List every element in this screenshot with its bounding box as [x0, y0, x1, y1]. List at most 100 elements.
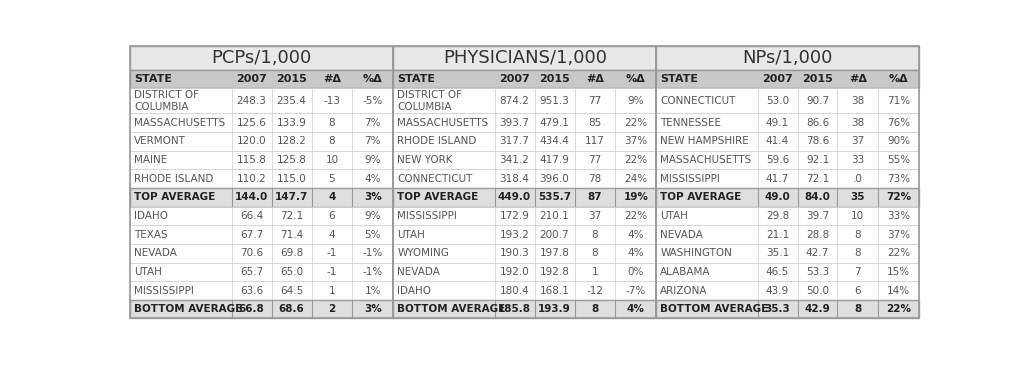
Text: 874.2: 874.2 — [500, 96, 529, 106]
Text: NEVADA: NEVADA — [660, 230, 703, 240]
Text: 193.2: 193.2 — [500, 230, 529, 240]
Text: 2007: 2007 — [499, 74, 529, 84]
Text: 59.6: 59.6 — [766, 155, 790, 165]
Bar — [656, 151, 920, 170]
Text: 72.1: 72.1 — [280, 211, 303, 221]
Text: 37%: 37% — [887, 230, 910, 240]
Text: 65.0: 65.0 — [280, 267, 303, 277]
Text: NEVADA: NEVADA — [134, 248, 177, 258]
Text: RHODE ISLAND: RHODE ISLAND — [134, 174, 214, 184]
Text: 73%: 73% — [887, 174, 910, 184]
Text: 64.5: 64.5 — [280, 286, 303, 296]
Text: 66.8: 66.8 — [239, 304, 264, 314]
Text: 35.1: 35.1 — [766, 248, 790, 258]
Text: 65.7: 65.7 — [240, 267, 263, 277]
Text: 6: 6 — [329, 211, 335, 221]
Text: 41.4: 41.4 — [766, 137, 790, 146]
Text: 35.3: 35.3 — [765, 304, 791, 314]
Text: 115.8: 115.8 — [237, 155, 266, 165]
Text: CONNECTICUT: CONNECTICUT — [397, 174, 472, 184]
Text: -5%: -5% — [362, 96, 383, 106]
Text: 76%: 76% — [887, 118, 910, 128]
Text: 24%: 24% — [625, 174, 647, 184]
Bar — [656, 70, 920, 88]
Text: 5%: 5% — [365, 230, 381, 240]
Text: MASSACHUSETTS: MASSACHUSETTS — [660, 155, 752, 165]
Bar — [656, 188, 920, 206]
Text: -1: -1 — [327, 248, 337, 258]
Text: 10: 10 — [326, 155, 339, 165]
Text: WYOMING: WYOMING — [397, 248, 450, 258]
Text: 29.8: 29.8 — [766, 211, 790, 221]
Text: 1: 1 — [592, 267, 598, 277]
Text: 2007: 2007 — [762, 74, 793, 84]
Text: 115.0: 115.0 — [276, 174, 306, 184]
Bar — [656, 206, 920, 225]
Text: 110.2: 110.2 — [237, 174, 266, 184]
Text: 77: 77 — [588, 96, 601, 106]
Bar — [393, 46, 656, 318]
Text: 22%: 22% — [887, 248, 910, 258]
Text: 117: 117 — [585, 137, 605, 146]
Text: -1: -1 — [327, 267, 337, 277]
Text: #Δ: #Δ — [586, 74, 604, 84]
Bar — [393, 70, 656, 88]
Text: 67.7: 67.7 — [240, 230, 263, 240]
Text: 4%: 4% — [365, 174, 381, 184]
Text: 449.0: 449.0 — [498, 192, 531, 202]
Bar — [130, 88, 393, 113]
Bar — [130, 300, 393, 318]
Bar — [393, 113, 656, 132]
Text: 168.1: 168.1 — [540, 286, 569, 296]
Text: PHYSICIANS/1,000: PHYSICIANS/1,000 — [442, 49, 607, 67]
Text: #Δ: #Δ — [323, 74, 341, 84]
Bar — [656, 263, 920, 281]
Bar — [130, 46, 393, 318]
Text: 77: 77 — [588, 155, 601, 165]
Bar — [130, 206, 393, 225]
Text: NEW YORK: NEW YORK — [397, 155, 453, 165]
Text: 8: 8 — [329, 118, 335, 128]
Text: CONNECTICUT: CONNECTICUT — [660, 96, 735, 106]
Text: 72%: 72% — [886, 192, 911, 202]
Text: 8: 8 — [592, 230, 598, 240]
Text: 33: 33 — [851, 155, 864, 165]
Text: 9%: 9% — [365, 211, 381, 221]
Text: 55%: 55% — [887, 155, 910, 165]
Bar — [130, 244, 393, 263]
Bar — [656, 46, 920, 318]
Text: 8: 8 — [855, 230, 861, 240]
Text: 37: 37 — [588, 211, 601, 221]
Bar — [130, 151, 393, 170]
Text: 144.0: 144.0 — [234, 192, 268, 202]
Text: RHODE ISLAND: RHODE ISLAND — [397, 137, 476, 146]
Text: 190.3: 190.3 — [500, 248, 529, 258]
Text: %Δ: %Δ — [362, 74, 383, 84]
Text: 2015: 2015 — [540, 74, 570, 84]
Text: 4: 4 — [329, 192, 336, 202]
Text: 28.8: 28.8 — [806, 230, 829, 240]
Text: TOP AVERAGE: TOP AVERAGE — [397, 192, 478, 202]
Bar — [656, 300, 920, 318]
Text: BOTTOM AVERAGE: BOTTOM AVERAGE — [397, 304, 506, 314]
Text: 41.7: 41.7 — [766, 174, 790, 184]
Bar — [656, 281, 920, 300]
Text: 22%: 22% — [625, 155, 647, 165]
Text: 42.9: 42.9 — [805, 304, 830, 314]
Text: 85: 85 — [588, 118, 601, 128]
Text: 317.7: 317.7 — [500, 137, 529, 146]
Text: 3%: 3% — [364, 304, 382, 314]
Text: 38: 38 — [851, 96, 864, 106]
Text: 0%: 0% — [628, 267, 644, 277]
Text: IDAHO: IDAHO — [397, 286, 431, 296]
Text: BOTTOM AVERAGE: BOTTOM AVERAGE — [660, 304, 768, 314]
Text: 33%: 33% — [887, 211, 910, 221]
Text: 8: 8 — [329, 137, 335, 146]
Text: 43.9: 43.9 — [766, 286, 790, 296]
Text: 53.3: 53.3 — [806, 267, 829, 277]
Text: 71%: 71% — [887, 96, 910, 106]
Text: DISTRICT OF
COLUMBIA: DISTRICT OF COLUMBIA — [397, 90, 462, 112]
Bar — [393, 46, 656, 70]
Text: NEVADA: NEVADA — [397, 267, 440, 277]
Text: 417.9: 417.9 — [540, 155, 569, 165]
